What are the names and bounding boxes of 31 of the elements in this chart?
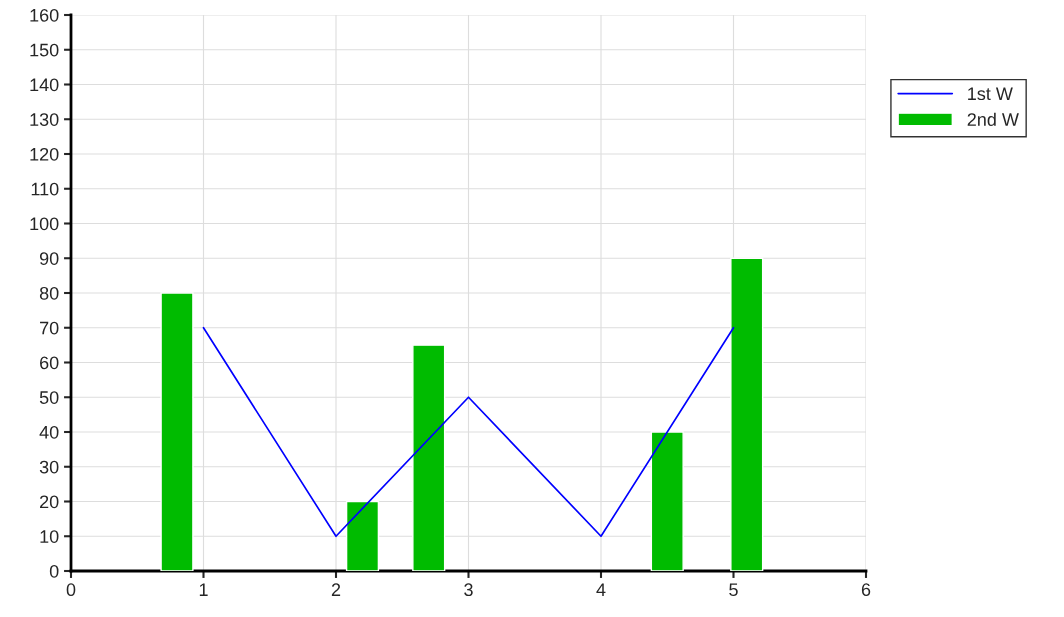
y-tick-label: 90 bbox=[39, 252, 59, 265]
y-tick-label: 140 bbox=[30, 78, 59, 92]
x-tick-label: 6 bbox=[861, 583, 871, 597]
y-tick-label: 130 bbox=[30, 113, 59, 126]
y-tick-label: 50 bbox=[39, 391, 59, 404]
bar bbox=[160, 292, 194, 571]
bar bbox=[730, 257, 764, 571]
y-tick-label: 20 bbox=[40, 495, 59, 509]
y-tick-label: 0 bbox=[49, 564, 59, 578]
y-tick-label: 80 bbox=[39, 286, 59, 300]
y-tick-label: 40 bbox=[39, 425, 59, 439]
y-tick-label: 30 bbox=[39, 460, 59, 474]
y-tick-label: 150 bbox=[30, 43, 59, 57]
y-tick-label: 110 bbox=[31, 182, 59, 196]
y-tick-label: 10 bbox=[40, 530, 59, 543]
legend-label: 1st W bbox=[968, 87, 1013, 101]
x-tick-label: 0 bbox=[66, 583, 76, 597]
x-tick-label: 5 bbox=[729, 583, 738, 597]
y-tick-label: 100 bbox=[30, 217, 59, 231]
y-tick-label: 160 bbox=[30, 8, 59, 22]
x-tick-label: 3 bbox=[464, 583, 473, 597]
y-tick-label: 120 bbox=[30, 147, 59, 161]
bar bbox=[650, 431, 684, 571]
bar bbox=[345, 500, 380, 571]
legend-label: 2nd W bbox=[967, 112, 1019, 126]
x-tick-label: 1 bbox=[199, 583, 208, 596]
x-tick-label: 2 bbox=[331, 583, 341, 596]
x-tick-label: 4 bbox=[596, 583, 606, 596]
y-tick-label: 60 bbox=[40, 356, 59, 370]
y-tick-label: 70 bbox=[40, 321, 59, 335]
bar bbox=[412, 344, 446, 571]
